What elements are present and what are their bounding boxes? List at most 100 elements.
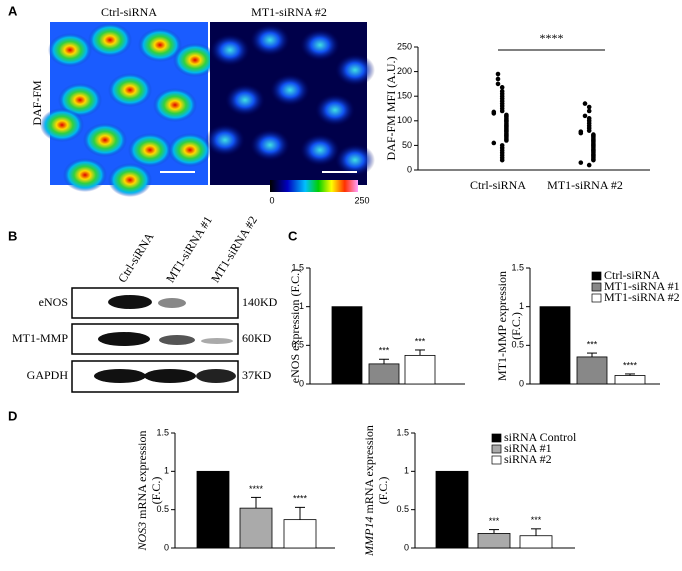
legend-swatch — [491, 444, 502, 454]
y-tick-label: 150 — [397, 91, 412, 101]
data-point — [491, 140, 497, 146]
gene-name: MMP14 — [362, 517, 376, 557]
y-axis-label-text: mRNA expression — [362, 425, 376, 516]
y-tick-label: 1.5 — [396, 427, 409, 437]
bar — [435, 470, 469, 549]
protein-label: MT1-MMP — [12, 331, 68, 345]
size-label: 140KD — [242, 295, 278, 309]
data-point — [586, 162, 592, 168]
lane-label: MT1-siRNA #1 — [163, 213, 215, 285]
size-label: 37KD — [242, 368, 272, 382]
lane-label: MT1-siRNA #2 — [208, 213, 260, 285]
cell — [168, 133, 212, 167]
cell — [210, 34, 250, 66]
condition-label: Ctrl-siRNA — [101, 5, 157, 19]
colorbar-tick: 250 — [354, 195, 369, 205]
legend-swatch — [491, 455, 502, 465]
legend-label: MT1-siRNA #2 — [604, 290, 680, 304]
bar — [539, 306, 571, 385]
y-tick-label: 1.5 — [511, 262, 524, 272]
significance: *** — [415, 336, 426, 346]
bar — [368, 363, 400, 385]
y-tick-label: 0.5 — [511, 340, 524, 350]
y-axis-label-text: (F.C.) — [376, 477, 390, 505]
data-point — [586, 128, 592, 133]
microscopy-image — [40, 22, 217, 197]
data-point — [586, 104, 592, 110]
y-tick-label: 250 — [397, 41, 412, 51]
colorbar — [270, 180, 358, 192]
x-tick-label: MT1-siRNA #2 — [547, 178, 623, 192]
data-point — [504, 138, 509, 143]
bar — [196, 470, 230, 549]
y-tick-label: 50 — [402, 140, 412, 150]
significance: **** — [623, 360, 638, 370]
y-tick-label: 0.5 — [291, 340, 304, 350]
y-tick-label: 0 — [407, 164, 412, 174]
y-tick-label: 1 — [164, 466, 169, 476]
data-point — [491, 111, 497, 116]
bar — [283, 519, 317, 549]
cell — [335, 144, 375, 176]
y-tick-label: 100 — [397, 115, 412, 125]
data-point — [499, 157, 505, 163]
size-label: 60KD — [242, 331, 272, 345]
legend-label: siRNA #1 — [504, 441, 552, 455]
cell — [83, 123, 127, 157]
panel-label: C — [288, 228, 298, 243]
cell — [108, 163, 152, 197]
panel-label: B — [8, 228, 17, 243]
cell — [250, 24, 290, 56]
microscopy-image — [205, 22, 375, 185]
data-point — [582, 101, 588, 106]
cell — [335, 54, 375, 86]
gene-name: NOS3 — [135, 522, 149, 552]
data-point — [578, 130, 584, 136]
cell — [108, 73, 152, 107]
y-axis-label: (F.C.) — [509, 312, 523, 340]
cell — [250, 129, 290, 161]
y-axis-label: DAF-FM MFI (A.U.) — [384, 56, 398, 160]
bar — [331, 306, 363, 385]
y-axis-label-text: (F.C.) — [149, 477, 163, 505]
significance: **** — [293, 494, 308, 504]
y-tick-label: 0 — [404, 542, 409, 552]
cell — [205, 124, 245, 156]
cell — [138, 28, 182, 62]
legend-label: siRNA Control — [504, 430, 577, 444]
significance: *** — [531, 515, 542, 525]
y-tick-label: 0 — [299, 378, 304, 388]
image-ylabel: DAF-FM — [30, 80, 44, 126]
y-tick-label: 1 — [519, 301, 524, 311]
legend-label: MT1-siRNA #1 — [604, 279, 680, 293]
y-axis-label: (F.C.) — [376, 477, 390, 505]
legend-swatch — [591, 282, 602, 292]
cell — [153, 88, 197, 122]
bar — [477, 533, 511, 549]
bar — [404, 354, 436, 385]
legend-swatch — [591, 293, 602, 303]
cell — [270, 74, 310, 106]
y-tick-label: 0.5 — [396, 504, 409, 514]
data-point — [591, 157, 596, 163]
y-tick-label: 0 — [164, 542, 169, 552]
protein-label: eNOS — [39, 295, 68, 309]
panel-label: A — [8, 3, 18, 18]
y-tick-label: 200 — [397, 66, 412, 76]
y-tick-label: 1 — [404, 466, 409, 476]
cell — [300, 29, 340, 61]
data-point — [578, 160, 584, 165]
y-axis-label: (F.C.) — [149, 477, 163, 505]
y-tick-label: 0.5 — [156, 504, 169, 514]
cell — [300, 134, 340, 166]
significance: *** — [489, 516, 500, 526]
y-axis-label-text: (F.C.) — [509, 312, 523, 340]
cell — [63, 158, 107, 192]
cell — [225, 84, 265, 116]
legend-swatch — [591, 271, 602, 281]
data-point — [495, 76, 501, 82]
data-point — [499, 85, 505, 90]
data-point — [586, 108, 592, 114]
legend-label: Ctrl-siRNA — [604, 268, 660, 282]
data-point — [582, 113, 588, 119]
